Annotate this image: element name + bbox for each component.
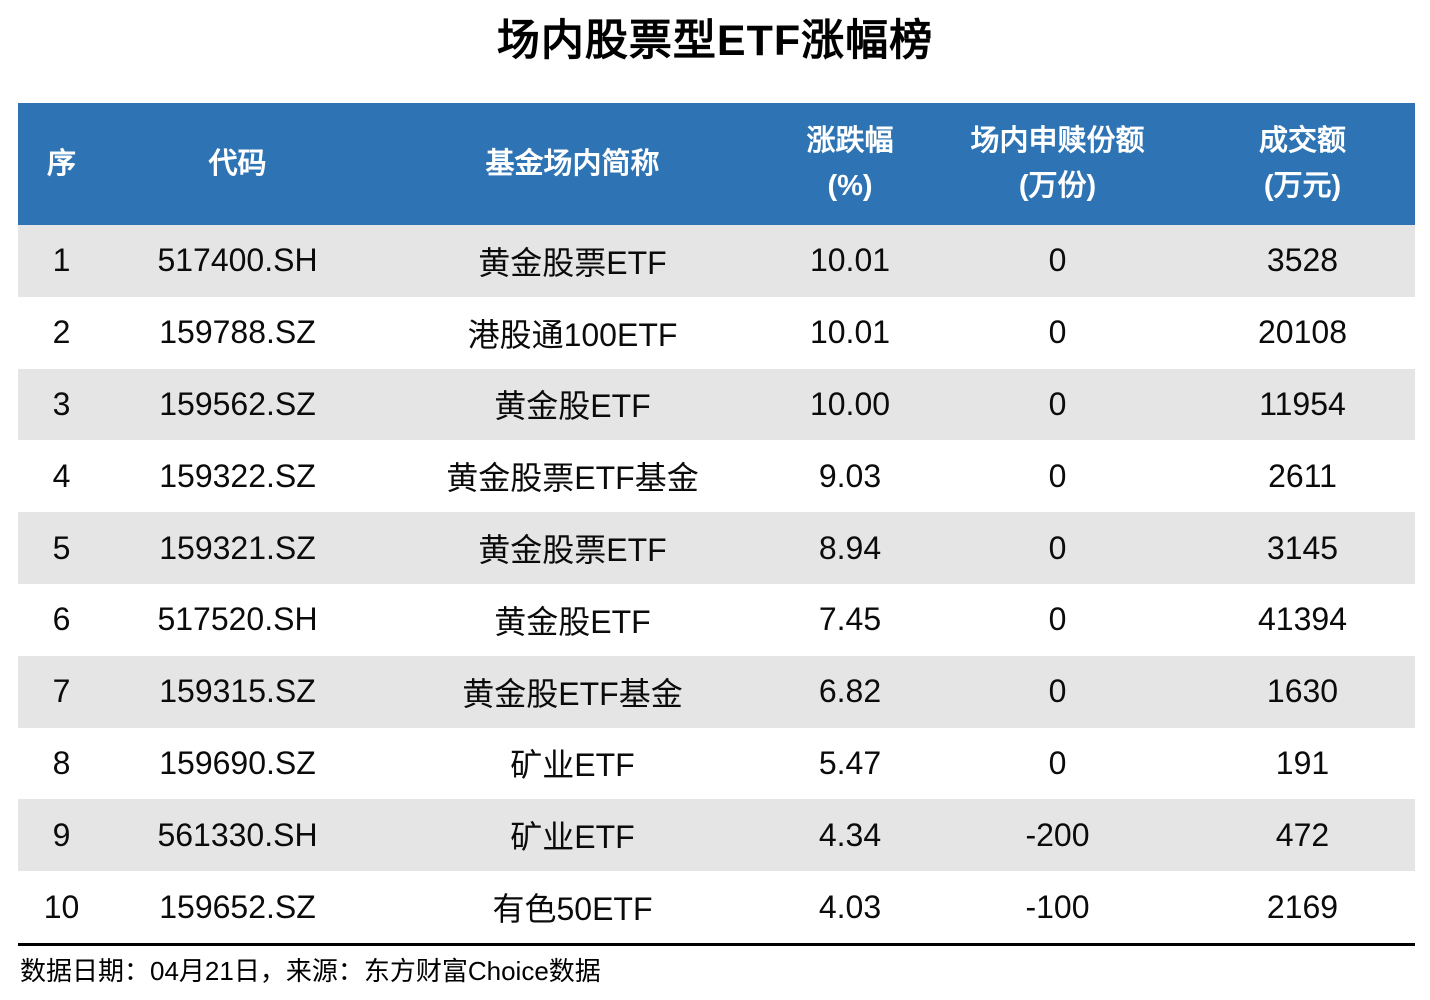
table-row: 1 517400.SH 黄金股票ETF 10.01 0 3528 — [18, 225, 1415, 297]
column-header-change: 涨跌幅 (%) — [775, 103, 925, 225]
cell-turnover: 191 — [1275, 744, 1330, 781]
cell-name: 黄金股票ETF — [478, 532, 667, 569]
cell-turnover: 2169 — [1266, 888, 1339, 925]
cell-shares: 0 — [1048, 673, 1067, 710]
cell-shares: -200 — [1025, 816, 1090, 853]
cell-change: 9.03 — [818, 457, 882, 494]
cell-turnover: 20108 — [1258, 314, 1347, 351]
cell-change: 8.94 — [818, 529, 882, 566]
cell-change: 10.00 — [809, 385, 891, 422]
column-header-unit: (%) — [827, 170, 873, 202]
table-row: 2 159788.SZ 港股通100ETF 10.01 0 20108 — [18, 296, 1415, 369]
cell-change: 10.01 — [809, 314, 891, 351]
cell-name: 港股通100ETF — [467, 316, 678, 353]
cell-turnover: 41394 — [1258, 601, 1347, 638]
cell-turnover: 11954 — [1259, 385, 1346, 422]
table-row: 10 159652.SZ 有色50ETF 4.03 -100 2169 — [18, 871, 1415, 943]
table-row: 7 159315.SZ 黄金股ETF基金 6.82 0 1630 — [18, 655, 1415, 728]
cell-name: 黄金股ETF — [494, 603, 651, 640]
column-header-unit: (万元) — [1263, 170, 1342, 202]
cell-name: 黄金股票ETF — [478, 244, 667, 281]
cell-name: 矿业ETF — [510, 819, 635, 856]
cell-rank: 7 — [52, 673, 71, 710]
cell-rank: 5 — [52, 529, 71, 566]
data-source-note: 数据日期：04月21日，来源：东方财富Choice数据 — [20, 956, 601, 986]
table-row: 3 159562.SZ 黄金股ETF 10.00 0 11954 — [18, 368, 1415, 441]
cell-code: 159690.SZ — [159, 744, 316, 781]
cell-turnover: 472 — [1275, 816, 1330, 853]
cell-shares: -100 — [1025, 888, 1090, 925]
cell-shares: 0 — [1048, 601, 1067, 638]
column-header-label: 场内申赎份额 — [970, 125, 1145, 158]
cell-name: 有色50ETF — [492, 891, 653, 928]
cell-rank: 8 — [52, 744, 71, 781]
cell-code: 159562.SZ — [159, 385, 316, 422]
cell-rank: 6 — [52, 601, 71, 638]
table-row: 5 159321.SZ 黄金股票ETF 8.94 0 3145 — [18, 512, 1415, 584]
cell-code: 159788.SZ — [159, 314, 316, 351]
cell-code: 159652.SZ — [159, 888, 316, 925]
cell-turnover: 2611 — [1268, 457, 1337, 494]
column-header-name: 基金场内简称 — [370, 103, 775, 225]
column-header-rank: 序 — [18, 103, 105, 225]
cell-change: 7.45 — [818, 601, 882, 638]
cell-code: 159322.SZ — [159, 457, 316, 494]
cell-name: 黄金股ETF基金 — [462, 675, 683, 712]
cell-change: 4.03 — [818, 888, 882, 925]
table-row: 9 561330.SH 矿业ETF 4.34 -200 472 — [18, 799, 1415, 872]
table-row: 6 517520.SH 黄金股ETF 7.45 0 41394 — [18, 583, 1415, 656]
column-header-unit: (万份) — [1018, 170, 1097, 202]
cell-change: 4.34 — [818, 816, 882, 853]
etf-gainers-table: 序 代码 基金场内简称 涨跌幅 (%) 场内申赎份额 (万份) 成交额 (万元)… — [18, 103, 1415, 946]
table-header-row: 序 代码 基金场内简称 涨跌幅 (%) 场内申赎份额 (万份) 成交额 (万元) — [18, 103, 1415, 225]
cell-name: 黄金股ETF — [494, 388, 651, 425]
column-header-shares: 场内申赎份额 (万份) — [925, 103, 1190, 225]
cell-shares: 0 — [1048, 457, 1067, 494]
cell-change: 6.82 — [818, 673, 882, 710]
cell-shares: 0 — [1048, 314, 1067, 351]
cell-name: 黄金股票ETF基金 — [446, 460, 699, 497]
cell-code: 159321.SZ — [159, 529, 316, 566]
cell-turnover: 3528 — [1266, 242, 1339, 279]
column-header-label: 成交额 — [1258, 125, 1346, 158]
table-row: 8 159690.SZ 矿业ETF 5.47 0 191 — [18, 727, 1415, 800]
cell-rank: 2 — [52, 314, 71, 351]
cell-name: 矿业ETF — [510, 747, 635, 784]
column-header-label: 序 — [46, 147, 76, 180]
page-title: 场内股票型ETF涨幅榜 — [496, 17, 934, 65]
footer-divider — [18, 942, 1415, 946]
cell-change: 5.47 — [818, 744, 882, 781]
cell-change: 10.01 — [809, 242, 891, 279]
cell-shares: 0 — [1048, 242, 1067, 279]
cell-code: 159315.SZ — [159, 673, 316, 710]
cell-code: 517400.SH — [157, 242, 318, 279]
column-header-turnover: 成交额 (万元) — [1190, 103, 1415, 225]
column-header-code: 代码 — [105, 103, 370, 225]
cell-rank: 3 — [52, 385, 71, 422]
cell-rank: 1 — [52, 242, 71, 279]
cell-rank: 9 — [52, 816, 71, 853]
cell-code: 561330.SH — [157, 816, 318, 853]
column-header-label: 涨跌幅 — [806, 125, 894, 158]
table-row: 4 159322.SZ 黄金股票ETF基金 9.03 0 2611 — [18, 440, 1415, 513]
column-header-label: 基金场内简称 — [485, 147, 660, 180]
cell-turnover: 3145 — [1266, 529, 1339, 566]
cell-rank: 4 — [52, 457, 71, 494]
cell-shares: 0 — [1048, 744, 1067, 781]
cell-shares: 0 — [1048, 385, 1067, 422]
cell-turnover: 1630 — [1266, 673, 1339, 710]
cell-rank: 10 — [43, 888, 80, 925]
cell-code: 517520.SH — [157, 601, 318, 638]
cell-shares: 0 — [1048, 529, 1067, 566]
column-header-label: 代码 — [208, 147, 267, 180]
